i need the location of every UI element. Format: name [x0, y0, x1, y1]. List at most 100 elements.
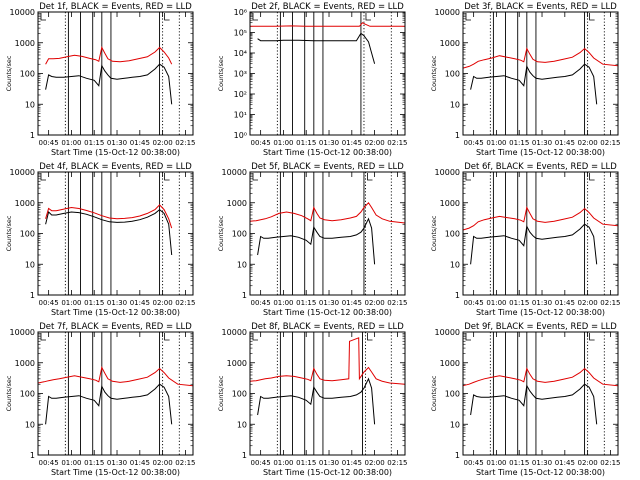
plot-frame: [37, 11, 194, 136]
y-tick-label: 100: [445, 230, 460, 239]
x-tick-label: 02:15: [387, 459, 407, 467]
x-tick-label: 01:45: [130, 459, 150, 467]
detector-panel-6: 1 10 100 1000 10000 00:45 01:00 01:15 01:30 01:45…: [430, 162, 620, 317]
y-tick-label: 1000: [15, 359, 35, 368]
y-tick-label: 10³: [234, 70, 247, 79]
series-line-lld: [45, 46, 173, 65]
y-tick-label: 100: [20, 70, 35, 79]
plot-frame: [462, 331, 619, 456]
panel-title: Det 4f, BLACK = Events, RED = LLD: [39, 162, 192, 172]
y-tick-label: 10000: [222, 168, 247, 177]
corner-marker: [40, 173, 46, 181]
x-tick-label: 00:45: [39, 459, 59, 467]
y-axis-label: Counts/sec: [5, 55, 13, 91]
x-tick-label: 00:45: [464, 299, 484, 307]
y-tick-label: 1: [455, 131, 460, 140]
y-tick-label: 10⁵: [234, 29, 247, 38]
plot-frame: [37, 171, 194, 296]
x-tick-label: 01:45: [130, 299, 150, 307]
panel-title: Det 8f, BLACK = Events, RED = LLD: [251, 322, 404, 332]
x-tick-label: 00:45: [251, 459, 271, 467]
y-tick-label: 10⁴: [234, 49, 247, 58]
detector-panel-5: 1 10 100 1000 10000 00:45 01:00 01:15 01:30 01:45…: [217, 162, 407, 317]
corner-marker: [252, 333, 258, 341]
y-tick-label: 100: [20, 230, 35, 239]
panel-title: Det 1f, BLACK = Events, RED = LLD: [39, 2, 192, 12]
y-axis-label: Counts/sec: [430, 375, 438, 411]
y-tick-label: 10000: [435, 8, 460, 17]
corner-marker: [367, 333, 373, 341]
panel-title: Det 2f, BLACK = Events, RED = LLD: [251, 2, 404, 12]
x-axis-label: Start Time (15-Oct-12 00:38:00): [51, 468, 180, 477]
x-tick-label: 01:30: [319, 459, 339, 467]
detector-panel-8: 1 10 100 1000 10000 00:45 01:00 01:15 01:30 01:45…: [217, 322, 407, 477]
x-tick-label: 02:15: [175, 139, 195, 147]
corner-marker: [589, 13, 595, 21]
detector-panel-3: 1 10 100 1000 10000 00:45 01:00 01:15 01:30 01:45…: [430, 2, 620, 157]
series-line-events: [257, 32, 376, 64]
x-tick-label: 00:45: [39, 139, 59, 147]
x-tick-label: 00:45: [251, 299, 271, 307]
panel-title: Det 6f, BLACK = Events, RED = LLD: [464, 162, 617, 172]
x-axis-label: Start Time (15-Oct-12 00:38:00): [476, 148, 605, 157]
y-tick-label: 10: [25, 100, 35, 109]
corner-marker: [164, 173, 170, 181]
x-tick-label: 00:45: [464, 459, 484, 467]
y-tick-label: 10⁶: [234, 8, 247, 17]
x-tick-label: 02:15: [175, 459, 195, 467]
x-tick-label: 01:15: [296, 299, 316, 307]
x-tick-label: 01:45: [342, 459, 362, 467]
x-axis-label: Start Time (15-Oct-12 00:38:00): [263, 148, 392, 157]
x-tick-label: 02:15: [175, 299, 195, 307]
corner-marker: [164, 333, 170, 341]
y-tick-label: 1: [455, 451, 460, 460]
y-tick-label: 10⁰: [234, 131, 247, 140]
x-tick-label: 01:15: [84, 459, 104, 467]
detector-panel-4: 1 10 100 1000 10000 00:45 01:00 01:15 01:30 01:45…: [5, 162, 195, 317]
x-tick-label: 02:00: [153, 299, 173, 307]
y-tick-label: 100: [20, 390, 35, 399]
x-tick-label: 01:30: [532, 299, 552, 307]
detector-panel-9: 1 10 100 1000 10000 00:45 01:00 01:15 01:30 01:45…: [430, 322, 620, 477]
y-tick-label: 1: [242, 291, 247, 300]
y-tick-label: 10: [25, 260, 35, 269]
corner-marker: [367, 173, 373, 181]
detector-panel-2: 10⁰ 10¹ 10² 10³ 10⁴ 10⁵ 10⁶ 00:45 01:00 01:15 01:3…: [217, 2, 407, 157]
x-tick-label: 01:00: [61, 459, 81, 467]
x-axis-label: Start Time (15-Oct-12 00:38:00): [476, 308, 605, 317]
x-tick-label: 01:00: [486, 459, 506, 467]
x-tick-label: 02:00: [365, 299, 385, 307]
x-tick-label: 01:15: [509, 299, 529, 307]
x-tick-label: 01:15: [84, 299, 104, 307]
corner-marker: [365, 13, 371, 21]
y-axis-label: Counts/sec: [5, 375, 13, 411]
x-tick-label: 01:30: [319, 139, 339, 147]
x-tick-label: 01:15: [509, 459, 529, 467]
y-tick-label: 1: [30, 451, 35, 460]
series-line-lld: [250, 22, 405, 27]
corner-marker: [589, 333, 595, 341]
x-tick-label: 01:00: [486, 139, 506, 147]
y-tick-label: 10: [450, 100, 460, 109]
x-tick-label: 01:15: [296, 459, 316, 467]
series-line-lld: [249, 202, 406, 224]
series-line-lld: [462, 367, 619, 387]
x-tick-label: 01:45: [130, 139, 150, 147]
x-tick-label: 02:00: [578, 299, 598, 307]
x-tick-label: 01:30: [107, 299, 127, 307]
x-tick-label: 02:00: [578, 139, 598, 147]
x-tick-label: 02:00: [365, 139, 385, 147]
x-tick-label: 01:30: [532, 139, 552, 147]
series-line-events: [470, 63, 598, 105]
x-tick-label: 02:00: [578, 459, 598, 467]
y-tick-label: 10000: [222, 328, 247, 337]
y-tick-label: 1000: [15, 39, 35, 48]
x-tick-label: 01:00: [61, 139, 81, 147]
plot-frame: [462, 171, 619, 296]
plot-frame: [462, 11, 619, 136]
y-tick-label: 1: [455, 291, 460, 300]
x-tick-label: 01:00: [61, 299, 81, 307]
y-axis-label: Counts/sec: [430, 215, 438, 251]
x-tick-label: 01:30: [107, 139, 127, 147]
series-line-lld: [37, 366, 194, 387]
